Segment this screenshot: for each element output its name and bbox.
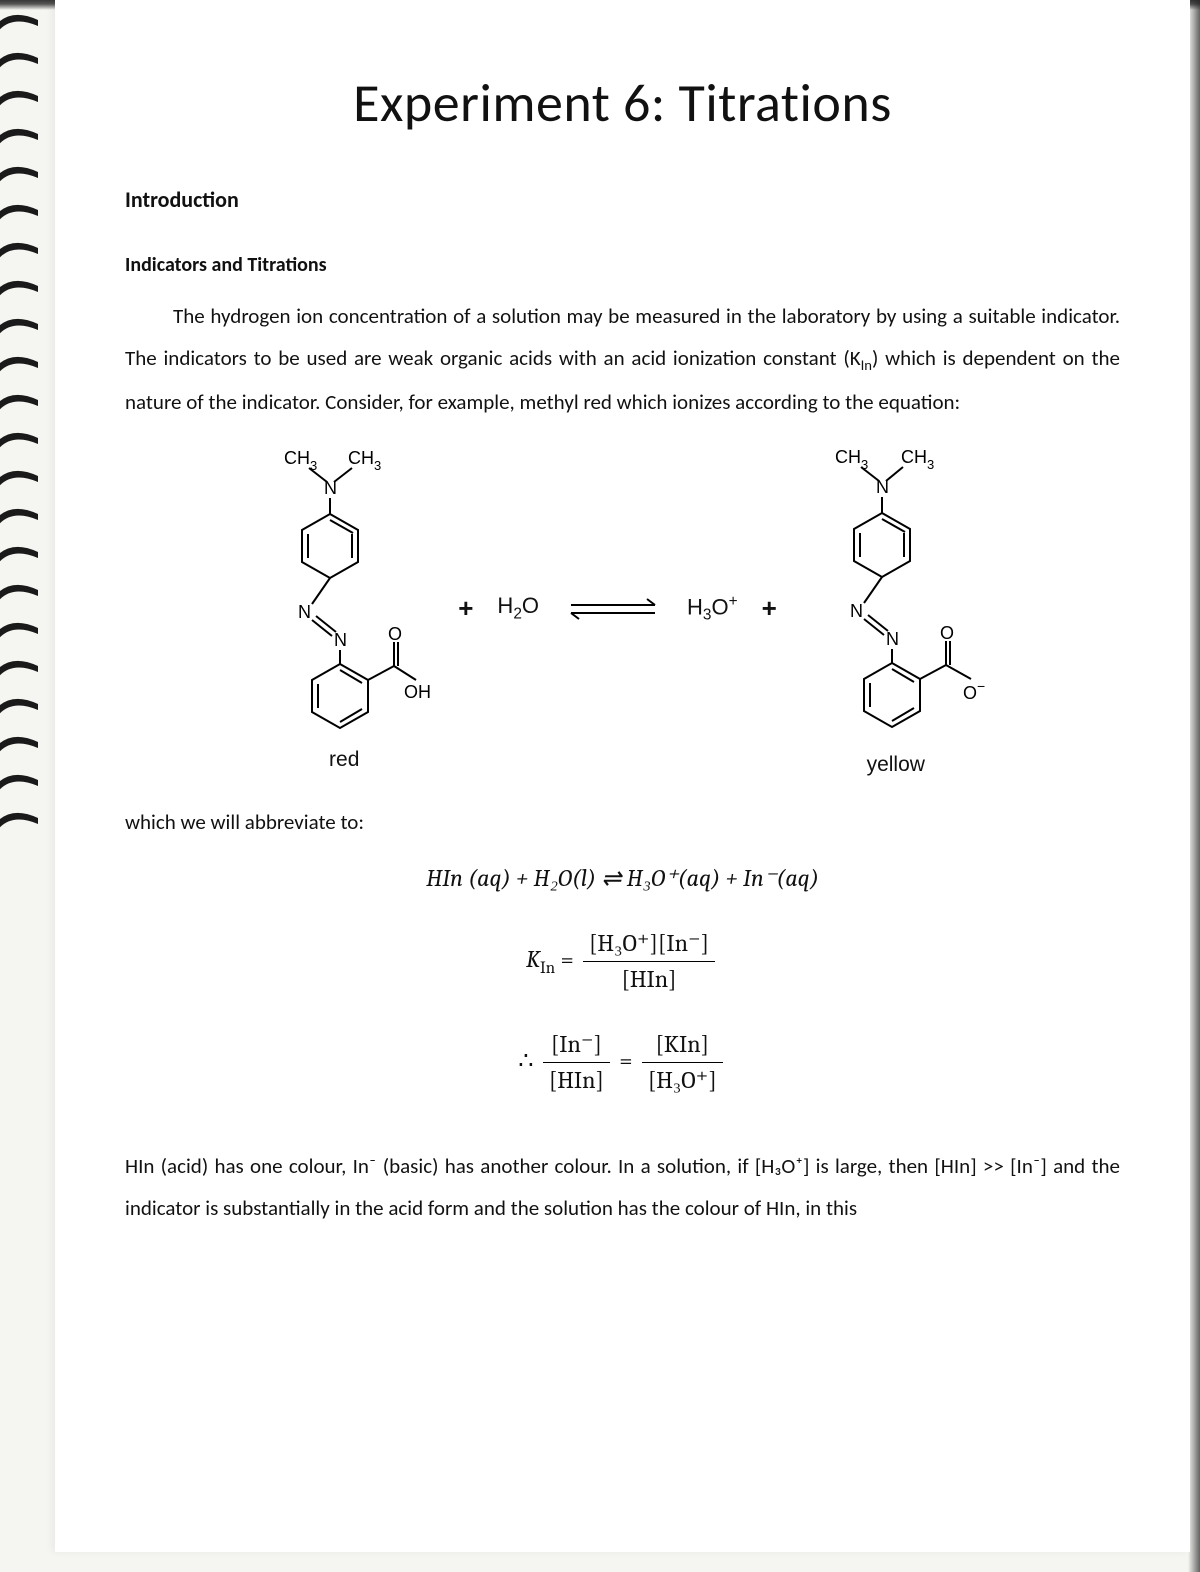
svg-text:CH: CH (284, 448, 310, 468)
svg-text:3: 3 (927, 457, 934, 472)
equation-equilibrium: HIn (aq) + H₂O(l) ⇌ H₃O⁺(aq) + In⁻(aq) (125, 863, 1120, 894)
svg-text:CH: CH (835, 447, 861, 467)
svg-text:N: N (850, 601, 863, 621)
svg-text:N: N (298, 602, 311, 622)
methyl-red-acid-structure: CH3 CH3 N N N (254, 446, 434, 736)
plus-sign-1: + (458, 593, 473, 624)
fraction-kin: [H₃O⁺][In⁻] [HIn] (583, 928, 715, 995)
equation-kin: KIn = [H₃O⁺][In⁻] [HIn] (125, 928, 1120, 995)
svg-text:CH: CH (348, 448, 374, 468)
reaction-scheme: CH3 CH3 N N N (125, 441, 1120, 777)
svg-text:−: − (977, 678, 985, 694)
svg-text:O: O (963, 683, 977, 703)
spiral-binding: // placeholder; coils generated below af… (0, 0, 60, 900)
svg-text:O: O (940, 623, 954, 643)
svg-text:N: N (324, 478, 337, 498)
plus-sign-2: + (762, 593, 777, 624)
svg-text:CH: CH (901, 447, 927, 467)
reactant-molecule: CH3 CH3 N N N (254, 446, 434, 772)
heading-indicators: Indicators and Titrations (125, 253, 1120, 277)
svg-text:3: 3 (374, 458, 381, 473)
reactant-label: red (254, 748, 434, 772)
bridge-text: which we will abbreviate to: (125, 801, 1120, 843)
fraction-ratio-right: [KIn] [H₃O⁺] (642, 1029, 723, 1096)
svg-text:N: N (876, 477, 889, 497)
svg-text:N: N (334, 630, 347, 650)
methyl-red-base-structure: CH3 CH3 N N N (801, 441, 991, 741)
document-page: Experiment 6: Titrations Introduction In… (55, 0, 1190, 1552)
svg-text:N: N (886, 629, 899, 649)
paragraph-colours: HIn (acid) has one colour, In⁻ (basic) h… (125, 1145, 1120, 1229)
h3o-label: H3O+ (687, 593, 738, 625)
svg-text:O: O (388, 624, 402, 644)
product-label: yellow (801, 753, 991, 777)
kin-var: KIn (526, 945, 555, 973)
product-molecule: CH3 CH3 N N N (801, 441, 991, 777)
h2o-label: H2O (497, 593, 539, 623)
paragraph-intro: The hydrogen ion concentration of a solu… (125, 295, 1120, 423)
equilibrium-arrow-icon (563, 594, 663, 624)
equation-ratio: ∴ [In⁻] [HIn] = [KIn] [H₃O⁺] (125, 1029, 1120, 1096)
svg-text:OH: OH (404, 682, 431, 702)
page-title: Experiment 6: Titrations (125, 70, 1120, 136)
heading-introduction: Introduction (125, 186, 1120, 213)
kin-symbol: In (861, 345, 872, 371)
fraction-ratio-left: [In⁻] [HIn] (543, 1029, 610, 1096)
